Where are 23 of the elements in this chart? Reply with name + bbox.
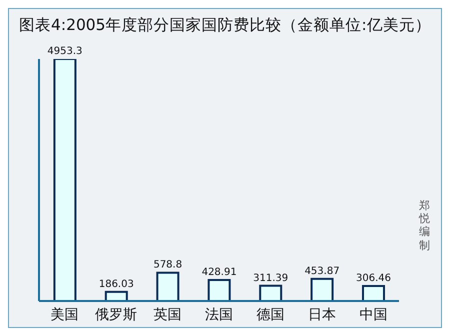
data-label: 306.46: [356, 273, 391, 284]
x-tick-label: 英国: [154, 306, 182, 323]
data-label: 186.03: [98, 278, 134, 290]
bar: [208, 279, 231, 301]
data-label: 578.8: [153, 260, 182, 271]
x-tick-label: 中国: [359, 306, 388, 323]
chart-title: 图表4:2005年度部分国家国防费比较（金额单位:亿美元）: [19, 15, 431, 36]
bar: [310, 278, 334, 301]
x-tick-label: 法国: [205, 306, 233, 323]
x-tick-label: 德国: [256, 306, 284, 323]
bar: [156, 272, 180, 301]
data-label: 311.39: [253, 272, 288, 284]
text: 郑悦编制: [419, 199, 430, 252]
bar: [362, 285, 385, 301]
data-label: 453.87: [304, 266, 340, 277]
data-label: 4953.3: [47, 46, 82, 57]
bar: [259, 284, 282, 301]
x-tick-label: 俄罗斯: [95, 306, 138, 323]
x-tick-label: 美国: [50, 306, 79, 323]
bar: [53, 59, 76, 301]
x-tick-label: 日本: [308, 306, 336, 323]
data-label: 428.91: [202, 267, 237, 278]
bar: [104, 290, 128, 301]
